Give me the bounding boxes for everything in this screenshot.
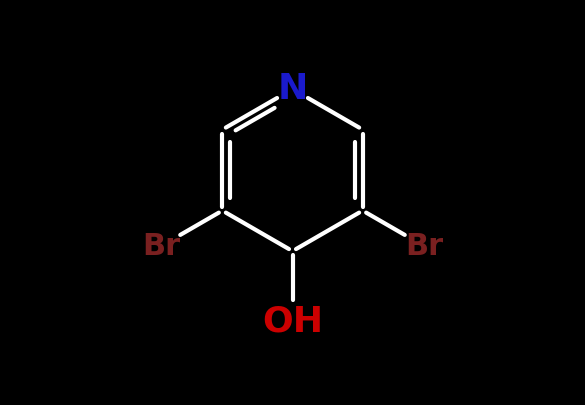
Text: N: N — [277, 72, 308, 106]
Text: OH: OH — [262, 305, 323, 339]
Text: Br: Br — [405, 232, 443, 260]
Text: Br: Br — [142, 232, 180, 260]
